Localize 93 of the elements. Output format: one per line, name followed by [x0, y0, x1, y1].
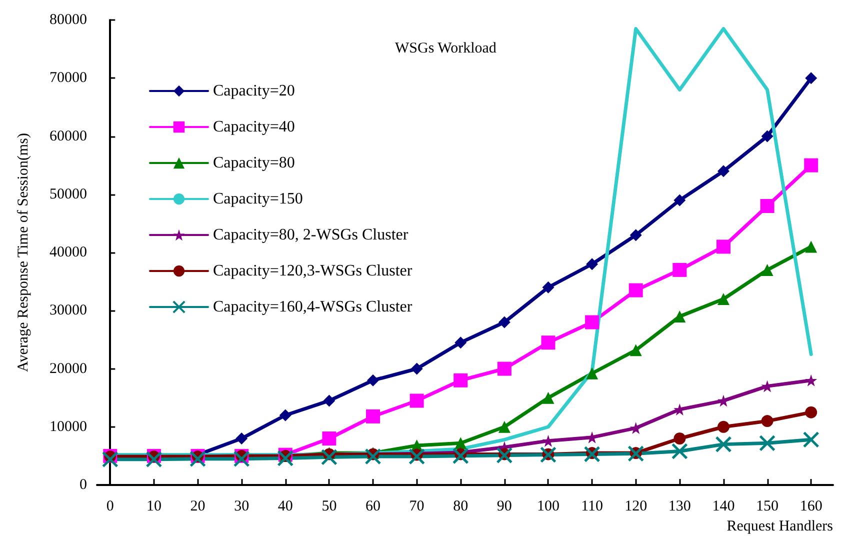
x-tick-label: 20 — [190, 498, 206, 514]
text: WSGs Workload — [395, 40, 497, 56]
y-tick-label: 20000 — [50, 360, 87, 377]
point — [672, 262, 687, 277]
legend-label: Capacity=20 — [213, 82, 295, 100]
point — [452, 448, 469, 464]
y-tick-label: 60000 — [50, 128, 87, 144]
point — [760, 199, 774, 213]
legend-label: Capacity=120,3-WSGs Cluster — [213, 262, 413, 280]
point — [541, 336, 556, 350]
legend-label: Capacity=40 — [213, 118, 295, 136]
point — [805, 240, 818, 253]
y-tick-label: 70000 — [50, 70, 87, 86]
point — [585, 315, 600, 330]
y-tick-label: 80000 — [50, 12, 87, 28]
point — [454, 336, 467, 349]
point — [410, 394, 424, 408]
point — [717, 165, 730, 178]
point — [674, 310, 686, 322]
point — [717, 293, 730, 305]
point — [320, 448, 338, 466]
x-tick-label: 110 — [581, 498, 604, 514]
point — [498, 420, 510, 433]
point — [716, 240, 730, 254]
point — [805, 72, 818, 84]
point — [410, 362, 423, 375]
x-tick-label: 30 — [234, 498, 250, 514]
point — [367, 374, 379, 386]
point — [277, 450, 294, 467]
point — [408, 448, 426, 465]
point — [805, 374, 818, 386]
point — [540, 446, 556, 464]
point — [674, 194, 686, 206]
point — [717, 420, 730, 433]
x-tick-label: 120 — [624, 498, 648, 514]
point — [802, 431, 820, 448]
point — [630, 344, 642, 356]
point — [236, 432, 248, 444]
y-axis-title: Average Response Time of Session(ms) — [16, 133, 32, 372]
point — [279, 409, 292, 422]
point — [586, 258, 598, 270]
point — [715, 436, 732, 453]
x-tick-label: 80 — [453, 498, 468, 514]
x-tick-label: 10 — [146, 498, 162, 514]
x-tick-label: 100 — [536, 498, 560, 514]
point — [761, 415, 774, 428]
point — [674, 432, 686, 444]
x-tick-label: 130 — [668, 498, 691, 514]
point — [497, 362, 512, 376]
point — [628, 283, 643, 298]
point — [542, 392, 554, 404]
point — [761, 130, 774, 142]
point — [454, 437, 467, 450]
point — [102, 451, 118, 468]
point — [630, 422, 642, 434]
point — [190, 450, 206, 468]
x-tick-label: 0 — [106, 498, 114, 514]
point — [498, 316, 510, 328]
x-tick-label: 70 — [409, 498, 424, 514]
point — [542, 281, 554, 294]
point — [584, 446, 600, 462]
x-tick-label: 60 — [366, 498, 380, 514]
legend-label: Capacity=80 — [213, 154, 295, 172]
x-tick-label: 90 — [496, 498, 512, 514]
legend-label: Capacity=80, 2-WSGs Cluster — [213, 226, 409, 244]
legend-label: Capacity=150 — [213, 190, 303, 208]
x-tick-label: 160 — [800, 498, 822, 514]
point — [804, 158, 818, 172]
point — [366, 409, 380, 424]
point — [146, 451, 162, 468]
point — [233, 450, 250, 468]
legend-label: Capacity=160,4-WSGs Cluster — [213, 298, 413, 316]
point — [496, 447, 513, 464]
y-tick-label: 30000 — [50, 302, 87, 319]
point — [805, 406, 818, 418]
point — [630, 229, 642, 242]
point — [364, 448, 382, 465]
x-tick-label: 40 — [278, 498, 293, 514]
x-tick-label: 140 — [712, 498, 735, 514]
point — [586, 367, 598, 380]
point — [759, 434, 776, 452]
y-tick-label: 10000 — [50, 418, 87, 435]
point — [323, 394, 336, 407]
point — [671, 443, 688, 460]
point — [322, 432, 336, 446]
y-tick-label: 50000 — [50, 186, 87, 202]
x-tick-label: 150 — [756, 498, 779, 514]
point — [454, 373, 468, 388]
point — [761, 264, 774, 276]
y-tick-label: 0 — [80, 477, 87, 493]
y-tick-label: 40000 — [50, 244, 87, 260]
x-tick-label: 50 — [322, 498, 337, 514]
x-axis-title: Request Handlers — [726, 518, 834, 534]
